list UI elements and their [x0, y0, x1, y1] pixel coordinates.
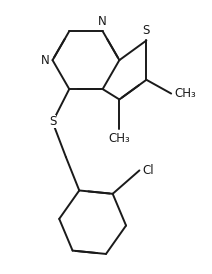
Text: S: S — [143, 24, 150, 37]
Text: CH₃: CH₃ — [174, 87, 196, 100]
Text: N: N — [98, 15, 107, 28]
Text: CH₃: CH₃ — [109, 132, 130, 145]
Text: N: N — [40, 54, 49, 67]
Text: Cl: Cl — [143, 164, 154, 177]
Text: S: S — [49, 115, 56, 129]
